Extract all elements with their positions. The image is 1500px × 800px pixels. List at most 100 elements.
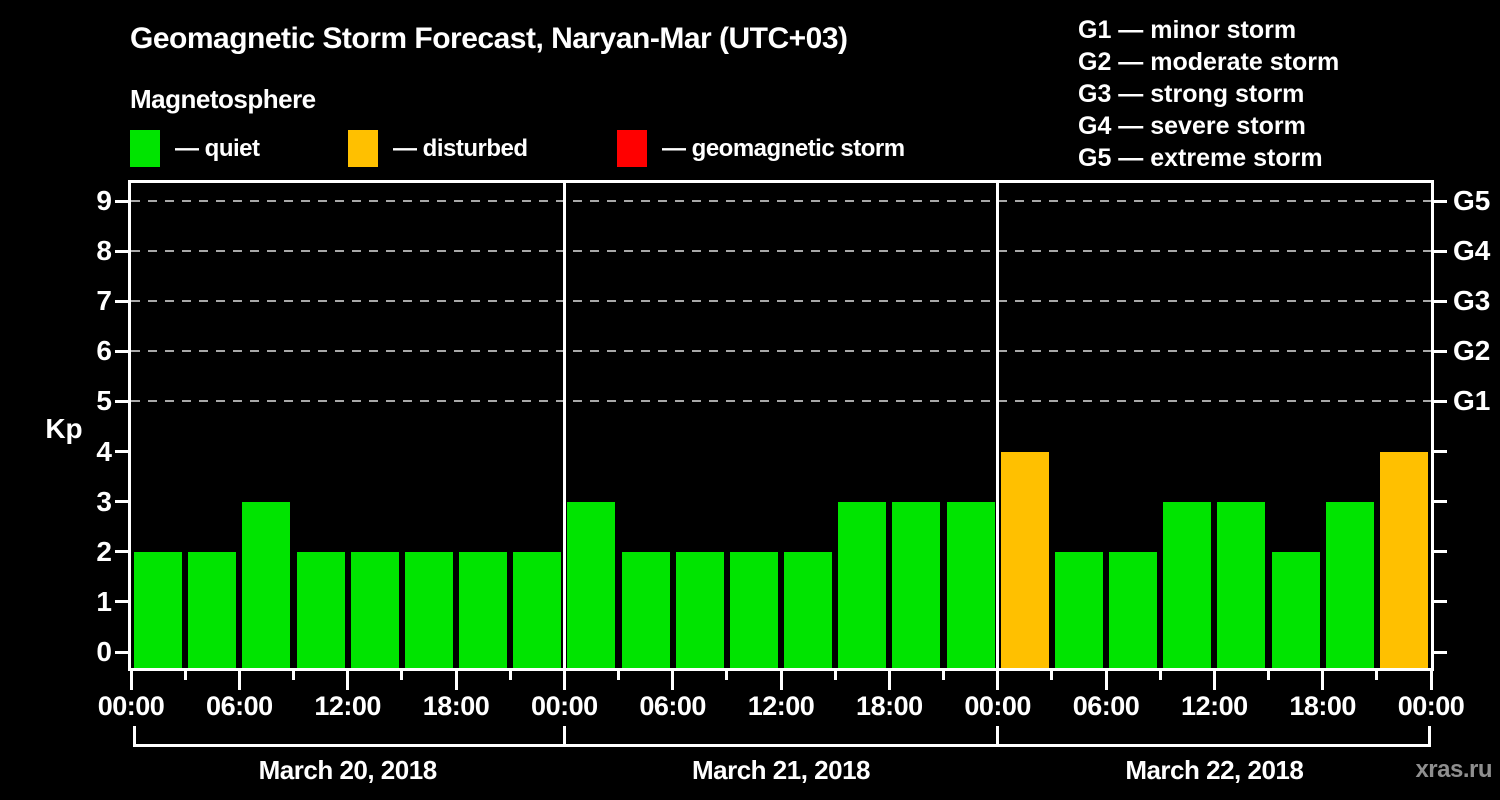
time-label: 12:00 <box>314 691 381 721</box>
kp-bar <box>350 551 399 668</box>
y-axis-label: 9 <box>96 185 112 216</box>
time-label: 00:00 <box>1397 691 1465 721</box>
kp-bar <box>892 501 941 668</box>
y-axis-label: 5 <box>96 385 112 417</box>
storm-scale-item: G5 — extreme storm <box>1078 144 1323 172</box>
y-axis-tick-right <box>1432 550 1447 554</box>
g-axis-label: G4 <box>1453 235 1491 267</box>
kp-bar <box>1325 501 1374 668</box>
chart-subtitle: Magnetosphere <box>130 84 316 114</box>
y-axis-tick <box>115 199 130 203</box>
y-axis-tick-right <box>1432 299 1447 303</box>
storm-scale-item: G1 — minor storm <box>1078 16 1297 44</box>
y-axis-tick-right <box>1432 249 1447 253</box>
y-axis-tick <box>115 299 130 303</box>
g-axis-label: G1 <box>1453 385 1491 417</box>
x-axis-tick-minor <box>942 668 945 680</box>
y-axis-tick-right <box>1432 500 1447 504</box>
x-axis-tick-minor <box>833 668 837 680</box>
y-axis-tick <box>115 349 130 353</box>
kp-bar <box>1163 501 1212 668</box>
x-axis-tick-major <box>237 668 241 690</box>
day-separator <box>562 183 566 668</box>
day-separator <box>996 183 1000 668</box>
y-axis-label: 2 <box>96 535 112 567</box>
kp-bar <box>838 501 887 668</box>
kp-bar <box>513 551 562 668</box>
kp-bar <box>459 551 508 668</box>
storm-scale-item: G2 — moderate storm <box>1078 48 1340 76</box>
kp-bar <box>134 551 183 668</box>
x-axis-tick-minor <box>183 668 187 680</box>
y-axis-tick-right <box>1432 349 1447 353</box>
gridline-kp8 <box>131 250 1431 253</box>
date-label: March 22, 2018 <box>1125 755 1304 785</box>
date-bracket-tick <box>562 726 566 747</box>
gridline-kp9 <box>131 200 1431 202</box>
time-label: 12:00 <box>747 691 815 721</box>
gridline-kp7 <box>131 300 1431 303</box>
page-title: Geomagnetic Storm Forecast, Naryan-Mar (… <box>130 22 848 55</box>
time-label: 00:00 <box>964 691 1031 721</box>
y-axis-tick <box>115 249 130 253</box>
x-axis-tick-minor <box>725 668 729 680</box>
time-label: 18:00 <box>1289 691 1356 721</box>
y-axis-label: 8 <box>96 235 112 267</box>
x-axis-tick-major <box>779 668 783 690</box>
kp-bar <box>1000 451 1049 668</box>
watermark: xras.ru <box>1415 756 1492 783</box>
date-label: March 21, 2018 <box>691 755 871 785</box>
x-axis-tick-major <box>562 668 566 690</box>
x-axis-tick-major <box>129 668 133 690</box>
y-axis-title: Kp <box>45 413 83 444</box>
gridline-kp6 <box>131 350 1431 353</box>
kp-bar <box>621 551 670 668</box>
x-axis-tick-major <box>454 668 458 690</box>
geomagnetic-storm-swatch <box>617 130 647 167</box>
kp-bar <box>567 501 616 668</box>
quiet-swatch <box>130 130 160 167</box>
y-axis-label: 1 <box>96 585 112 617</box>
x-axis-tick-minor <box>400 668 404 680</box>
y-axis-tick <box>115 450 130 454</box>
y-axis-tick <box>115 650 130 654</box>
date-bracket-tick <box>133 726 136 747</box>
storm-scale-item: G3 — strong storm <box>1078 80 1305 108</box>
x-axis-tick-major <box>1104 668 1108 690</box>
y-axis-label: 3 <box>96 485 112 517</box>
x-axis-tick-minor <box>1267 668 1270 680</box>
g-axis-label: G5 <box>1453 185 1491 216</box>
legend-label-geomagnetic-storm: — geomagnetic storm <box>662 135 905 162</box>
time-label: 18:00 <box>856 691 923 721</box>
g-axis-label: G3 <box>1453 285 1491 317</box>
time-label: 18:00 <box>422 691 490 721</box>
y-axis-label: 6 <box>96 335 112 367</box>
date-bracket-line <box>133 744 1431 747</box>
kp-bar <box>675 551 724 668</box>
y-axis-tick-right <box>1432 199 1447 203</box>
legend-label-quiet: — quiet <box>175 135 260 162</box>
y-axis-tick <box>115 399 130 403</box>
x-axis-tick-minor <box>1158 668 1162 680</box>
time-label: 00:00 <box>531 691 598 721</box>
y-axis-tick <box>115 550 130 554</box>
y-axis-tick-right <box>1432 450 1447 454</box>
kp-bar <box>1054 551 1103 668</box>
plot-frame <box>128 180 1434 671</box>
time-label: 06:00 <box>206 691 273 721</box>
y-axis-tick <box>115 600 130 604</box>
x-axis-tick-major <box>1212 668 1216 690</box>
date-label: March 20, 2018 <box>258 755 438 785</box>
kp-bar <box>1217 501 1266 668</box>
x-axis-tick-major <box>671 668 675 690</box>
x-axis-tick-minor <box>292 668 295 680</box>
kp-bar <box>242 501 291 668</box>
x-axis-tick-major <box>996 668 1000 690</box>
disturbed-swatch <box>348 130 378 167</box>
time-label: 06:00 <box>639 691 706 721</box>
y-axis-label: 0 <box>96 636 112 667</box>
kp-bar <box>1379 451 1428 668</box>
x-axis-tick-minor <box>1375 668 1379 680</box>
kp-bar <box>404 551 453 668</box>
kp-bar <box>729 551 778 668</box>
